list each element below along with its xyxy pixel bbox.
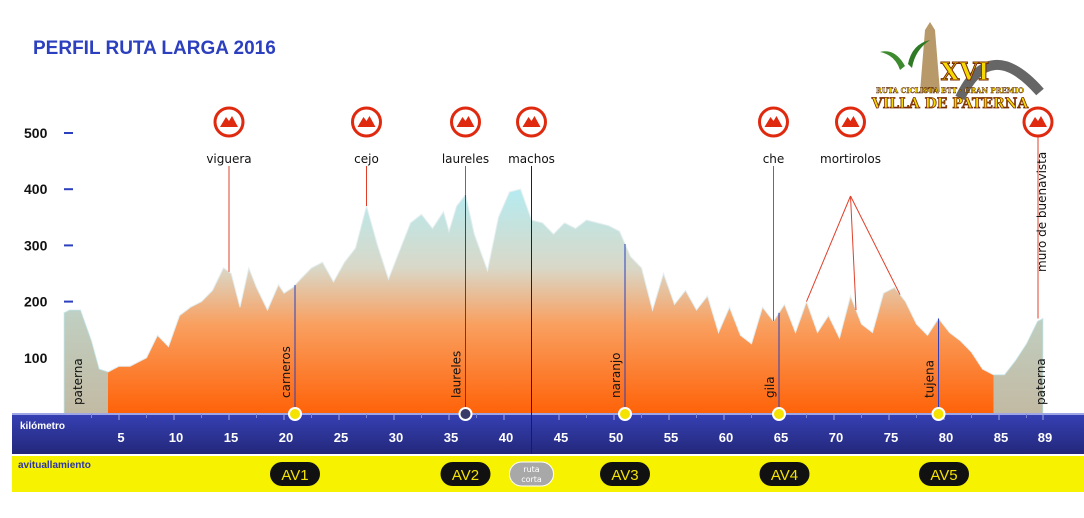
elevation-area: [63, 188, 1044, 415]
ruta-corta-label: ruta: [523, 465, 539, 474]
chart-title: PERFIL RUTA LARGA 2016: [33, 38, 276, 59]
x-tick-label: 30: [389, 430, 403, 445]
place-dot: [288, 407, 302, 421]
logo-name: VILLA DE PATERNA: [871, 96, 1030, 112]
x-tick-label: 35: [444, 430, 458, 445]
x-tick-label: 80: [939, 430, 953, 445]
x-tick-label: 25: [334, 430, 348, 445]
aid-station-pill: [270, 462, 320, 486]
place-label: paterna: [71, 358, 85, 405]
aid-station-pill: [759, 462, 810, 486]
y-tick-label: 200: [24, 294, 48, 310]
town-zone-area: [993, 318, 1043, 414]
x-tick-label: 60: [719, 430, 733, 445]
climb-label: machos: [508, 152, 555, 166]
aid-station-pill: [600, 462, 650, 486]
place-label: tujena: [923, 360, 937, 398]
x-tick-label: 40: [499, 430, 513, 445]
place-dot: [618, 407, 632, 421]
climb-label: mortirolos: [820, 152, 881, 166]
x-tick-label: 89: [1038, 430, 1052, 445]
aid-station-label: AV5: [930, 467, 957, 484]
place-label: paterna: [1034, 358, 1048, 405]
mountain-icon: [456, 116, 475, 127]
x-tick-label: 85: [994, 430, 1008, 445]
mountain-icon: [764, 116, 783, 127]
place-label: naranjo: [609, 352, 623, 398]
aid-station-label: AV4: [771, 467, 798, 484]
climb-markers: viguera cejo laureles machos che mortirolos mu…: [206, 106, 1054, 454]
aid-station-label: AV1: [281, 467, 308, 484]
bell-tower-shape: [920, 22, 940, 92]
x-tick-label: 75: [884, 430, 898, 445]
climb-pointer-line: [850, 195, 901, 295]
y-axis: 100 200 300 400 500: [24, 125, 73, 366]
x-tick-label: 5: [117, 430, 124, 445]
aid-station-label: AV2: [452, 467, 479, 484]
logo-numeral: XVI: [941, 57, 989, 86]
ruta-corta-label: corta: [521, 475, 542, 484]
x-tick-label: 55: [664, 430, 678, 445]
place-dot: [458, 407, 473, 421]
climb-label: che: [763, 152, 785, 166]
place-label: laureles: [450, 351, 464, 398]
marker-dots: [288, 407, 946, 421]
logo-subtitle: RUTA CICLISTA BTT · GRAN PREMIO: [876, 86, 1024, 95]
x-tick-label: 70: [829, 430, 843, 445]
climb-pointer-line: [806, 195, 851, 302]
climb-label: viguera: [206, 152, 251, 166]
x-axis-label: kilómetro: [20, 421, 65, 432]
town-zone-area: [64, 310, 108, 414]
palm-leaf-shape: [908, 40, 930, 68]
place-dot: [931, 407, 946, 421]
kilometre-band: [12, 414, 1084, 454]
x-tick-label: 65: [774, 430, 788, 445]
bridge-arch-shape: [955, 60, 1044, 101]
place-dot: [772, 407, 786, 421]
climb-label: cejo: [354, 152, 379, 166]
aid-station-label: AV3: [611, 467, 638, 484]
aid-station-pill: [919, 462, 969, 486]
place-label: carneros: [279, 346, 293, 398]
mountain-icon: [522, 116, 541, 127]
mountain-icon: [1029, 116, 1047, 127]
x-axis-ticks: 5 10 15 20 25 30 35 40 45 50 55 60 65 70 75 80 85 89: [91, 414, 1052, 445]
aid-band-label: avituallamiento: [18, 460, 91, 471]
y-tick-label: 100: [24, 350, 48, 366]
aid-station-pill: [440, 462, 491, 486]
climb-label: muro de buenavista: [1035, 152, 1049, 272]
place-label: gila: [763, 376, 777, 398]
mountain-icon: [357, 116, 376, 127]
y-tick-label: 300: [24, 237, 48, 253]
y-tick-label: 400: [24, 181, 48, 197]
place-markers: paterna carneros laureles naranjo gila tujena…: [71, 194, 1048, 414]
climb-pointer-line: [850, 195, 857, 311]
y-tick-label: 500: [24, 125, 48, 141]
mountain-icon: [841, 116, 860, 127]
ruta-corta-pill: [509, 461, 554, 487]
elevation-profile: [63, 188, 1044, 415]
climb-label: laureles: [442, 152, 489, 166]
mountain-icon: [220, 116, 238, 127]
palm-leaf-shape: [880, 51, 905, 70]
event-logo: XVI RUTA CICLISTA BTT · GRAN PREMIO VILL…: [870, 22, 1044, 112]
x-tick-label: 45: [554, 430, 568, 445]
x-tick-label: 10: [169, 430, 183, 445]
x-tick-label: 15: [224, 430, 238, 445]
x-tick-label: 20: [279, 430, 293, 445]
x-tick-label: 50: [609, 430, 623, 445]
